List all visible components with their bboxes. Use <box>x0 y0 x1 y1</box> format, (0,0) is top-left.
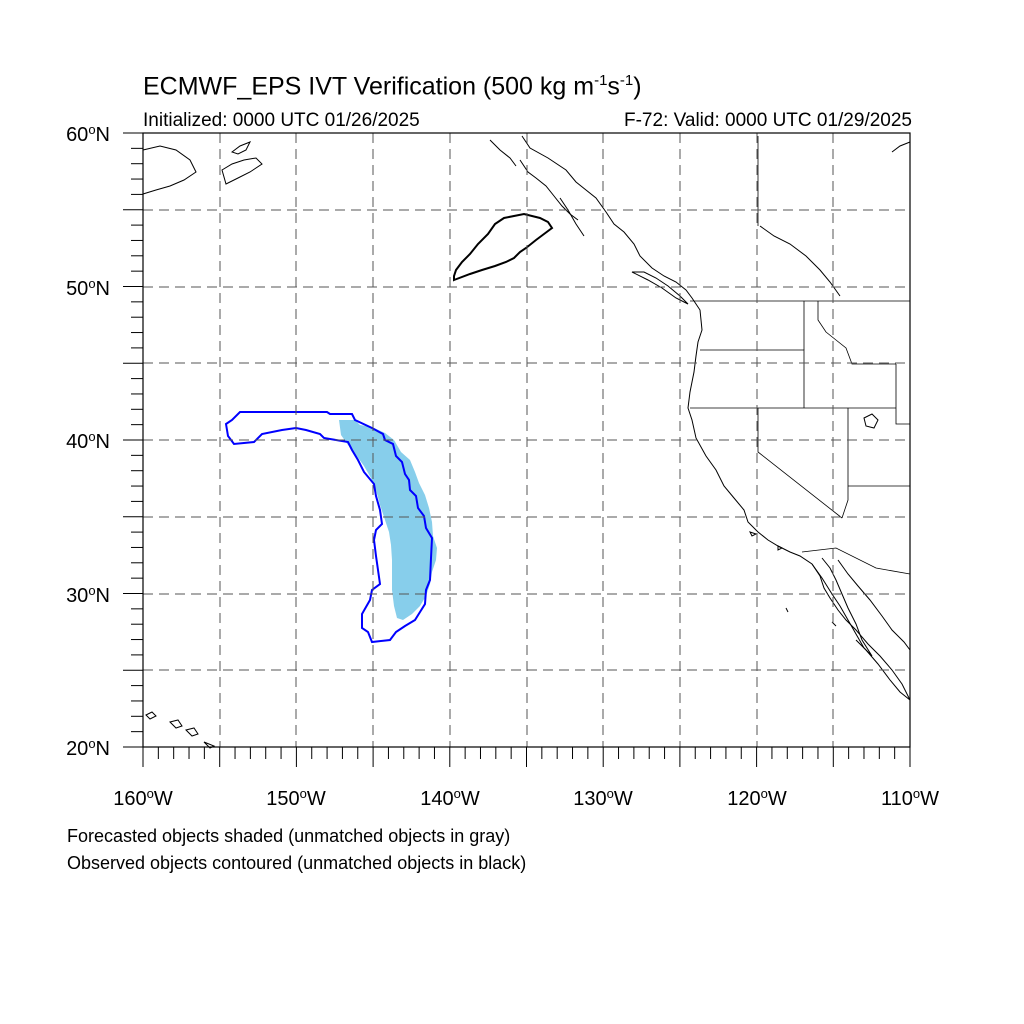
lat-label-60: 60oN <box>66 122 110 146</box>
lon-label-110w: 110oW <box>880 786 940 810</box>
lon-label-160w: 160oW <box>113 786 173 810</box>
lat-label-40: 40oN <box>66 429 110 453</box>
coastlines <box>142 135 911 749</box>
lon-label-150w: 150oW <box>266 786 326 810</box>
axis-ticks <box>123 132 911 767</box>
lat-label-20: 20oN <box>66 736 110 760</box>
valid-time: F-72: Valid: 0000 UTC 01/29/2025 <box>624 110 912 131</box>
lon-label-130w: 130oW <box>573 786 633 810</box>
legend-note-forecast: Forecasted objects shaded (unmatched obj… <box>67 826 511 846</box>
observed-object-matched <box>224 411 434 644</box>
lat-label-50: 50oN <box>66 276 110 300</box>
lon-label-120w: 120oW <box>727 786 787 810</box>
lon-label-140w: 140oW <box>420 786 480 810</box>
initialized-time: Initialized: 0000 UTC 01/26/2025 <box>143 110 420 131</box>
political-borders <box>690 136 911 575</box>
forecast-object-matched <box>339 420 437 620</box>
grid-lines <box>143 133 910 747</box>
legend-note-observed: Observed objects contoured (unmatched ob… <box>67 853 527 873</box>
lat-label-30: 30oN <box>66 583 110 607</box>
map-title: ECMWF_EPS IVT Verification (500 kg m-1s-… <box>143 72 642 101</box>
observed-object-unmatched <box>453 212 554 282</box>
